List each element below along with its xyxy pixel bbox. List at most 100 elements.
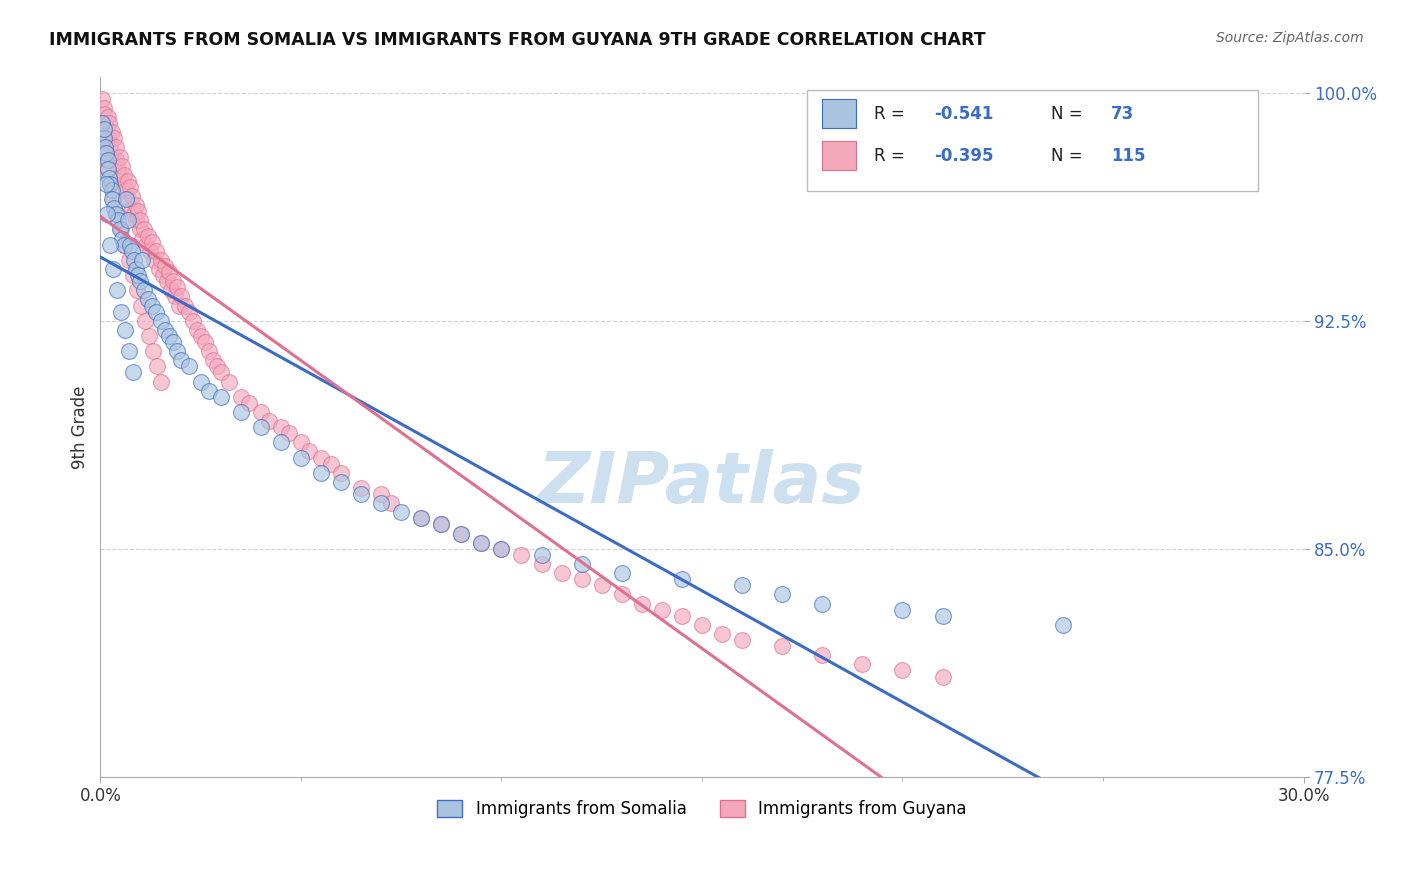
Point [290, 435, 312, 450]
Point [96, 122, 118, 136]
Point [135, 237, 157, 252]
Point [98, 177, 121, 191]
Point [370, 487, 392, 501]
Point [181, 314, 204, 328]
Point [450, 526, 472, 541]
Point [470, 535, 492, 549]
Point [111, 232, 134, 246]
Point [630, 597, 652, 611]
Point [470, 535, 492, 549]
Point [112, 237, 135, 252]
Point [96, 207, 118, 221]
Point [411, 511, 433, 525]
Point [98, 237, 121, 252]
Point [118, 252, 141, 267]
Point [177, 359, 200, 374]
Point [138, 329, 160, 343]
Point [162, 274, 184, 288]
Point [610, 566, 633, 581]
Point [124, 198, 146, 212]
Point [530, 557, 553, 571]
Point [138, 293, 160, 307]
Point [270, 435, 292, 450]
Point [891, 602, 914, 616]
Point [100, 183, 122, 197]
Point [120, 180, 142, 194]
FancyBboxPatch shape [807, 90, 1258, 192]
Point [319, 457, 342, 471]
Point [139, 244, 162, 258]
Point [131, 232, 153, 246]
Point [124, 207, 146, 221]
Point [249, 405, 271, 419]
Point [249, 420, 271, 434]
Point [711, 627, 734, 641]
Text: IMMIGRANTS FROM SOMALIA VS IMMIGRANTS FROM GUYANA 9TH GRADE CORRELATION CHART: IMMIGRANTS FROM SOMALIA VS IMMIGRANTS FR… [49, 31, 986, 49]
Point [101, 192, 124, 206]
Point [671, 608, 693, 623]
Point [229, 405, 252, 419]
Point [124, 252, 146, 267]
Point [100, 125, 122, 139]
Point [430, 517, 453, 532]
Point [610, 587, 633, 601]
Point [94, 146, 117, 161]
Point [550, 566, 572, 581]
Point [127, 268, 149, 282]
Point [98, 116, 121, 130]
Point [125, 213, 148, 227]
Point [238, 396, 260, 410]
Point [931, 608, 953, 623]
Point [330, 466, 353, 480]
Point [157, 329, 180, 343]
Point [105, 283, 128, 297]
Point [571, 572, 593, 586]
Point [411, 511, 433, 525]
Point [103, 262, 125, 277]
Point [96, 146, 118, 161]
Point [190, 329, 212, 343]
Point [169, 289, 191, 303]
Point [145, 244, 167, 258]
Point [155, 274, 177, 288]
Point [153, 259, 176, 273]
Point [430, 517, 453, 532]
Point [114, 237, 136, 252]
Point [148, 262, 170, 277]
Point [108, 149, 131, 163]
Point [131, 252, 153, 267]
Point [121, 189, 143, 203]
Point [510, 548, 533, 562]
Point [194, 334, 217, 349]
Point [117, 192, 139, 206]
Text: R =: R = [875, 147, 904, 165]
Point [851, 657, 873, 672]
Point [257, 414, 280, 428]
Point [671, 572, 693, 586]
Point [129, 299, 152, 313]
Point [811, 597, 834, 611]
Point [125, 262, 148, 277]
Point [731, 633, 754, 648]
Point [149, 252, 172, 267]
Point [141, 235, 163, 249]
Point [143, 252, 166, 267]
Point [114, 323, 136, 337]
Point [107, 161, 129, 176]
Point [309, 466, 332, 480]
Point [134, 283, 156, 297]
Point [104, 153, 127, 167]
Point [298, 444, 321, 458]
Point [141, 299, 163, 313]
Point [134, 314, 156, 328]
Point [107, 213, 129, 227]
Point [162, 334, 184, 349]
Point [134, 222, 156, 236]
Point [309, 450, 332, 465]
Point [197, 344, 219, 359]
Text: R =: R = [875, 105, 904, 123]
Point [120, 237, 142, 252]
Point [142, 344, 165, 359]
Point [145, 304, 167, 318]
Point [177, 304, 200, 318]
